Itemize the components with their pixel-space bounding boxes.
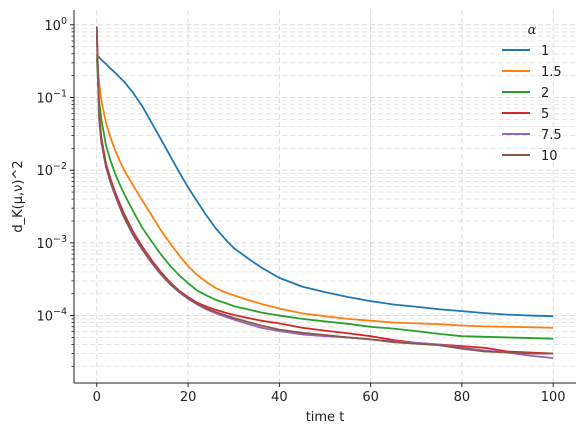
legend-label-1: 1 bbox=[541, 44, 549, 59]
legend: α1 1.5 2 5 7.5 10 bbox=[502, 23, 562, 164]
y-tick-label: 10−2 bbox=[36, 161, 67, 179]
legend-label-6: 10 bbox=[541, 149, 558, 164]
x-tick-label: 40 bbox=[271, 390, 288, 405]
x-axis-title: time t bbox=[306, 410, 345, 425]
axes bbox=[73, 10, 576, 384]
series-lines bbox=[95, 26, 554, 359]
legend-label-5: 7.5 bbox=[541, 128, 562, 143]
x-tick-label: 20 bbox=[180, 390, 197, 405]
y-tick-label: 10−3 bbox=[36, 234, 67, 252]
axis-ticks: 0 20 40 60 80 100 10−4 10−3 10−2 10−1 100 bbox=[36, 16, 565, 405]
x-tick-label: 80 bbox=[454, 390, 471, 405]
legend-title: α bbox=[528, 23, 537, 38]
series-line-1 bbox=[96, 54, 554, 318]
y-tick-label: 100 bbox=[44, 16, 67, 34]
x-tick-label: 0 bbox=[93, 390, 101, 405]
series-line-2 bbox=[95, 53, 554, 329]
series-line-3 bbox=[95, 57, 554, 340]
x-tick-label: 100 bbox=[541, 390, 566, 405]
y-tick-label: 10−1 bbox=[36, 89, 67, 107]
legend-label-4: 5 bbox=[541, 107, 549, 122]
x-tick-label: 60 bbox=[362, 390, 379, 405]
series-line-6 bbox=[95, 26, 554, 355]
legend-label-3: 2 bbox=[541, 86, 549, 101]
y-tick-label: 10−4 bbox=[36, 307, 67, 325]
y-axis-title: d_K(μ,ν)^2 bbox=[11, 160, 26, 232]
legend-label-2: 1.5 bbox=[541, 65, 562, 80]
